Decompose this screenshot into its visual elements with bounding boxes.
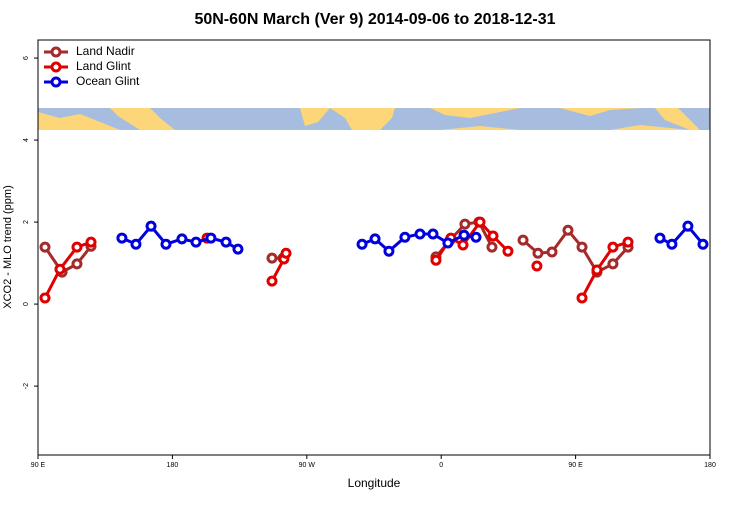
data-point [532, 247, 544, 259]
data-point [622, 236, 634, 248]
y-tick-label: 4 [23, 138, 30, 142]
data-point [487, 230, 499, 242]
data-point [176, 233, 188, 245]
data-point [562, 224, 574, 236]
data-point [116, 232, 128, 244]
data-point [531, 260, 543, 272]
legend-marker [50, 76, 62, 88]
data-point [427, 228, 439, 240]
data-point [220, 236, 232, 248]
data-point [54, 263, 66, 275]
data-point [71, 241, 83, 253]
legend-label: Land Glint [76, 59, 131, 73]
data-point [517, 234, 529, 246]
data-point [458, 229, 470, 241]
data-point [356, 238, 368, 250]
data-point [280, 247, 292, 259]
data-point [414, 228, 426, 240]
data-point [576, 241, 588, 253]
y-tick-label: 2 [23, 220, 30, 224]
data-point [266, 275, 278, 287]
data-point [486, 241, 498, 253]
data-point [591, 264, 603, 276]
x-axis-label: Longitude [348, 476, 401, 490]
legend-label: Land Nadir [76, 44, 135, 58]
series-line [43, 220, 630, 275]
x-tick-label: 90 E [31, 462, 46, 469]
map-strip [38, 108, 710, 130]
data-point [190, 236, 202, 248]
data-point [130, 238, 142, 250]
data-point [607, 258, 619, 270]
data-point [457, 239, 469, 251]
data-point [145, 220, 157, 232]
data-point [85, 236, 97, 248]
data-point [232, 243, 244, 255]
data-point [39, 241, 51, 253]
legend-label: Ocean Glint [76, 74, 140, 88]
x-tick-label: 180 [704, 462, 716, 469]
data-point [654, 232, 666, 244]
x-tick-label: 0 [439, 462, 443, 469]
map-water [380, 108, 710, 130]
data-point [442, 237, 454, 249]
data-point [39, 292, 51, 304]
x-tick-label: 180 [167, 462, 179, 469]
map-land [300, 108, 330, 126]
data-point [369, 233, 381, 245]
data-point [71, 258, 83, 270]
legend-marker [50, 46, 62, 58]
data-point [666, 238, 678, 250]
data-point [607, 241, 619, 253]
series-line [43, 219, 629, 299]
legend-marker [50, 61, 62, 73]
data-point [546, 246, 558, 258]
data-point [459, 218, 471, 230]
y-tick-label: 6 [23, 56, 30, 60]
data-point [383, 245, 395, 257]
y-tick-label: -2 [23, 383, 30, 389]
data-point [470, 231, 482, 243]
data-point [502, 245, 514, 257]
data-point [697, 238, 709, 250]
data-point [576, 292, 588, 304]
data-point [399, 231, 411, 243]
data-point [682, 220, 694, 232]
y-tick-label: 0 [23, 302, 30, 306]
data-point [160, 238, 172, 250]
data-point [266, 252, 278, 264]
y-axis-label: XCO2 - MLO trend (ppm) [2, 185, 14, 308]
x-tick-label: 90 E [568, 462, 583, 469]
data-point [205, 232, 217, 244]
plot-frame [37, 39, 711, 456]
data-point [430, 254, 442, 266]
chart-title: 50N-60N March (Ver 9) 2014-09-06 to 2018… [194, 11, 555, 28]
map-water [150, 108, 352, 130]
map-land [38, 112, 120, 130]
data-point [474, 216, 486, 228]
x-tick-label: 90 W [299, 462, 316, 469]
